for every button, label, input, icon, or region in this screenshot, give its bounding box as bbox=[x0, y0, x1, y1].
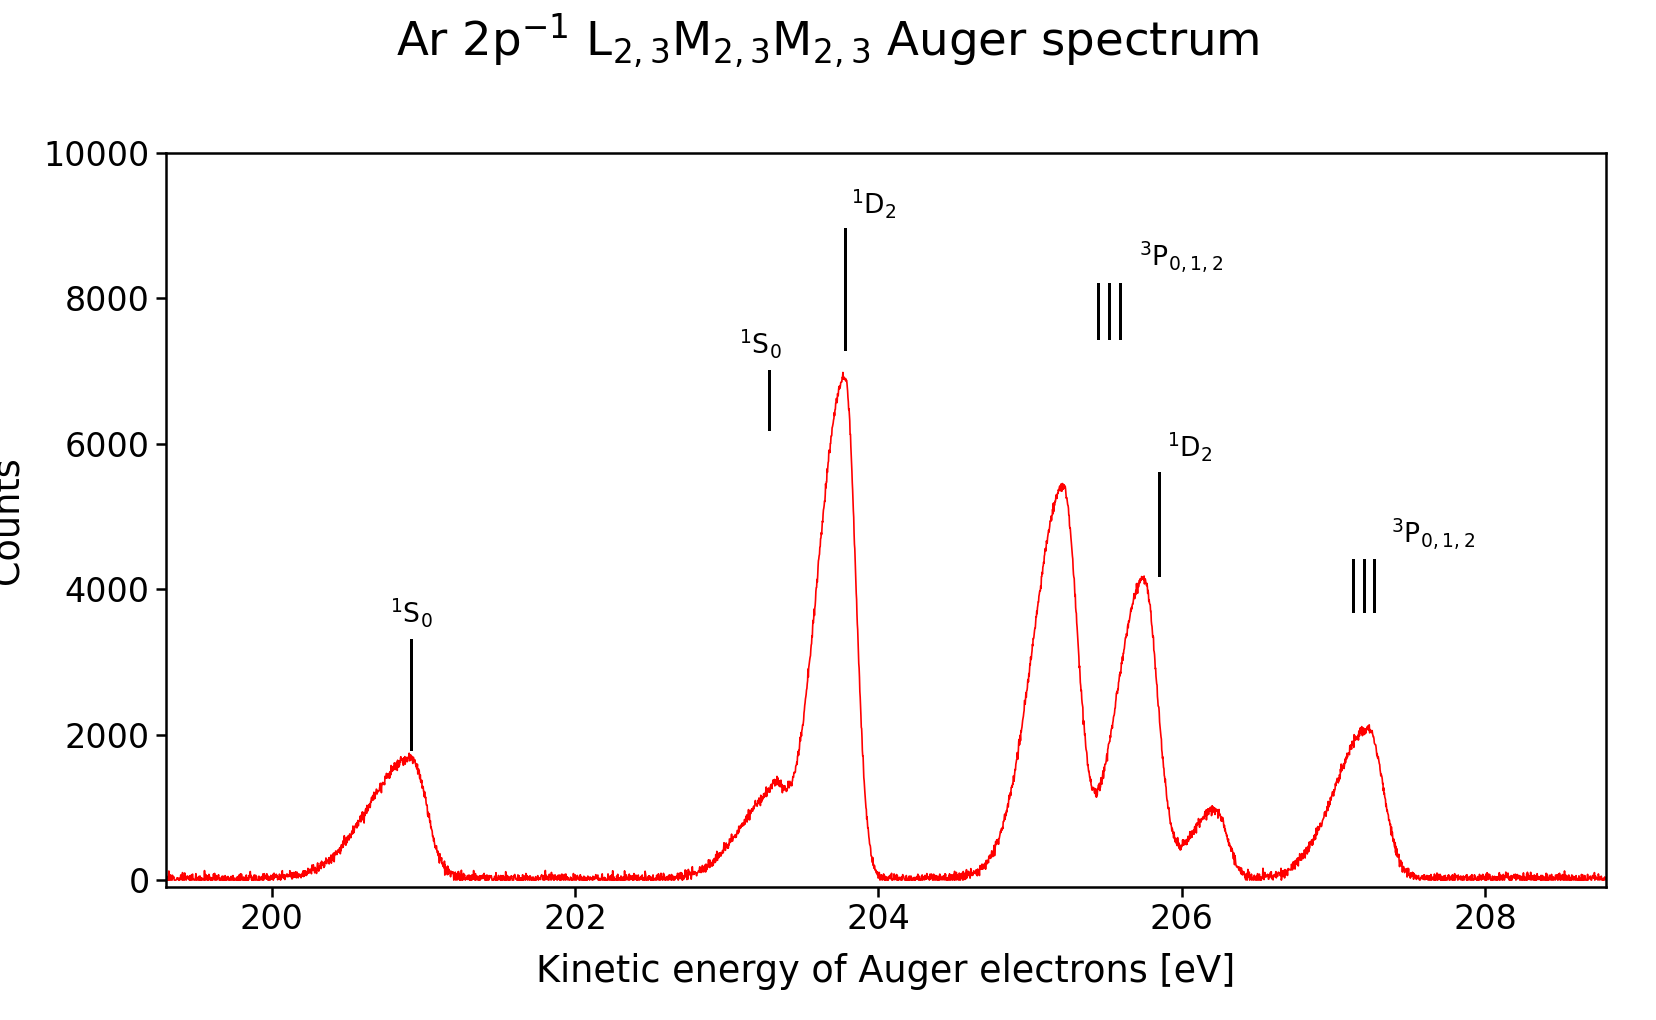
Text: $^3$P$_{0,1,2}$: $^3$P$_{0,1,2}$ bbox=[1391, 516, 1475, 551]
X-axis label: Kinetic energy of Auger electrons [eV]: Kinetic energy of Auger electrons [eV] bbox=[537, 953, 1235, 989]
Text: Ar 2p$^{-1}$ L$_{2,3}$M$_{2,3}$M$_{2,3}$ Auger spectrum: Ar 2p$^{-1}$ L$_{2,3}$M$_{2,3}$M$_{2,3}$… bbox=[396, 11, 1260, 71]
Y-axis label: Counts: Counts bbox=[0, 456, 26, 584]
Text: $^1$D$_2$: $^1$D$_2$ bbox=[1166, 430, 1212, 463]
Text: $^3$P$_{0,1,2}$: $^3$P$_{0,1,2}$ bbox=[1139, 240, 1224, 274]
Text: $^1$D$_2$: $^1$D$_2$ bbox=[851, 187, 896, 220]
Text: $^1$S$_0$: $^1$S$_0$ bbox=[389, 597, 432, 629]
Text: $^1$S$_0$: $^1$S$_0$ bbox=[739, 327, 782, 360]
